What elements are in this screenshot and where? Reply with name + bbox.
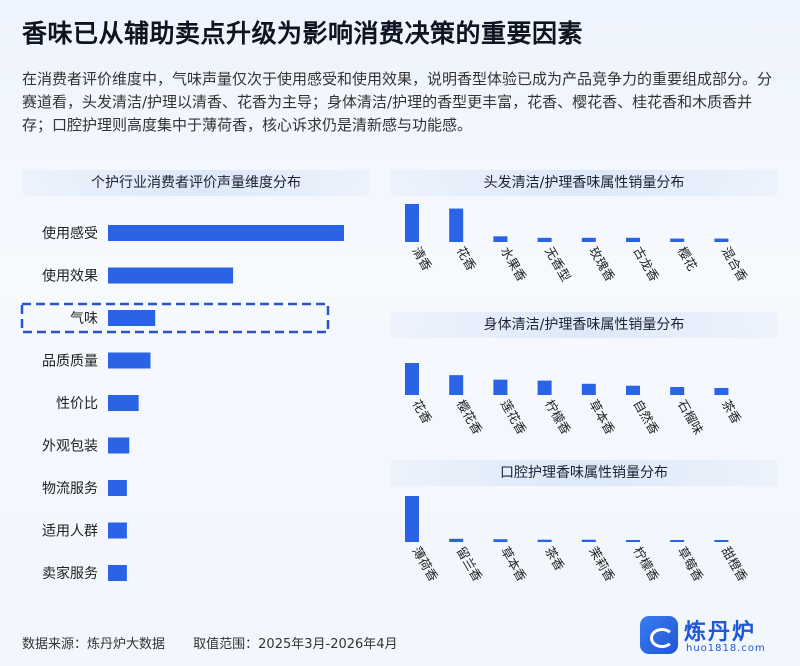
bar-茉莉香: [581, 539, 596, 542]
chart-title-oral: 口腔护理香味属性销量分布: [390, 460, 778, 486]
bar-薄荷香: [405, 496, 419, 542]
bar-草莓香: [670, 540, 685, 542]
category-label: 气味: [70, 311, 98, 327]
bar-使用感受: [108, 225, 344, 241]
chart-title-hair: 头发清洁/护理香味属性销量分布: [390, 170, 778, 196]
brand-url: huo1818.com: [686, 643, 766, 654]
category-label: 适用人群: [42, 524, 98, 540]
category-label: 性价比: [56, 396, 98, 412]
bar-柠檬香: [537, 380, 552, 395]
category-label: 花香: [409, 397, 435, 427]
intro-paragraph: 在消费者评价维度中，气味声量仅次于使用感受和使用效果，说明香型体验已成为产品竞争…: [22, 70, 773, 134]
bar-使用效果: [108, 267, 234, 284]
category-label: 混合香: [719, 244, 751, 284]
bar-物流服务: [108, 480, 127, 496]
category-label: 茉莉香: [586, 544, 618, 584]
category-label: 莲花香: [498, 397, 530, 437]
bar-古龙香: [626, 237, 640, 242]
hair-scent-bar-chart: 清香 花香 水果香 无香型 玫瑰香 古龙香 樱花 混合香: [405, 204, 751, 284]
bar-柠檬香: [626, 540, 640, 542]
bar-水果香: [493, 236, 508, 242]
category-label: 草莓香: [675, 544, 707, 584]
chart-title-body: 身体清洁/护理香味属性销量分布: [390, 312, 778, 338]
bar-草本香: [493, 539, 508, 542]
brand: 炼丹炉 huo1818.com: [640, 612, 790, 658]
page-title: 香味已从辅助卖点升级为影响消费决策的重要因素: [22, 19, 584, 48]
oral-scent-bar-chart: 薄荷香 留兰香 草本香 茶香 茉莉香 柠檬香 草莓香 甜橙香: [405, 496, 751, 584]
category-label: 茶香: [542, 544, 568, 574]
bar-气味: [108, 310, 156, 326]
category-label: 卖家服务: [42, 565, 98, 582]
category-label: 使用效果: [42, 268, 98, 285]
bar-卖家服务: [108, 565, 127, 581]
category-label: 草本香: [498, 544, 530, 584]
bar-樱花香: [449, 375, 464, 395]
bar-玫瑰香: [581, 237, 596, 242]
highlight-box: [20, 302, 330, 334]
bar-甜橙香: [714, 540, 729, 542]
bar-自然香: [626, 385, 640, 395]
category-label: 石榴味: [675, 397, 707, 437]
brand-name: 炼丹炉: [684, 620, 757, 645]
category-label: 草本香: [586, 397, 618, 437]
category-label: 物流服务: [42, 481, 98, 497]
category-label: 古龙香: [630, 244, 662, 284]
category-label: 无香型: [542, 244, 574, 284]
category-label: 外观包装: [42, 439, 98, 455]
category-label: 柠檬香: [542, 397, 574, 437]
category-label: 柠檬香: [630, 544, 662, 584]
bar-草本香: [581, 383, 596, 395]
bar-品质质量: [108, 352, 151, 369]
category-label: 使用感受: [42, 225, 98, 242]
bar-茶香: [537, 539, 552, 542]
data-range: 取值范围：2025年3月-2026年4月: [193, 637, 398, 652]
chart-title-evaluation: 个护行业消费者评价声量维度分布: [22, 170, 370, 196]
bar-外观包装: [108, 437, 130, 454]
category-label: 玫瑰香: [586, 244, 618, 284]
bar-清香: [405, 204, 419, 242]
category-label: 留兰香: [454, 544, 486, 584]
category-label: 薄荷香: [409, 544, 441, 584]
furnace-logo-icon: [640, 616, 678, 654]
category-label: 水果香: [498, 244, 530, 284]
category-label: 甜橙香: [719, 544, 751, 584]
bar-石榴味: [670, 387, 685, 395]
bar-花香: [405, 363, 419, 395]
category-label: 品质质量: [42, 354, 98, 370]
bar-性价比: [108, 395, 139, 411]
data-source: 数据来源：炼丹炉大数据: [22, 637, 166, 652]
category-label: 樱花: [675, 244, 700, 273]
category-label: 茶香: [719, 397, 745, 427]
bar-混合香: [714, 238, 729, 242]
bar-适用人群: [108, 522, 127, 539]
category-label: 花香: [454, 244, 480, 274]
category-label: 樱花香: [454, 397, 486, 437]
bar-茶香: [714, 387, 729, 395]
category-label: 清香: [409, 244, 435, 274]
category-label: 自然香: [630, 397, 662, 437]
bar-无香型: [537, 237, 552, 242]
body-scent-bar-chart: 花香 樱花香 莲花香 柠檬香 草本香 自然香 石榴味 茶香: [405, 363, 745, 437]
bar-莲花香: [493, 379, 508, 395]
footer: 数据来源：炼丹炉大数据 取值范围：2025年3月-2026年4月: [22, 633, 422, 652]
bar-留兰香: [449, 538, 464, 542]
bar-花香: [449, 208, 464, 242]
bar-樱花: [670, 238, 685, 242]
